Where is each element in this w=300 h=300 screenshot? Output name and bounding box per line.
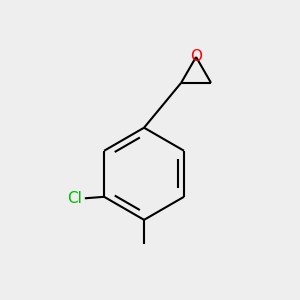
Text: Cl: Cl (68, 191, 82, 206)
Text: O: O (190, 50, 202, 64)
